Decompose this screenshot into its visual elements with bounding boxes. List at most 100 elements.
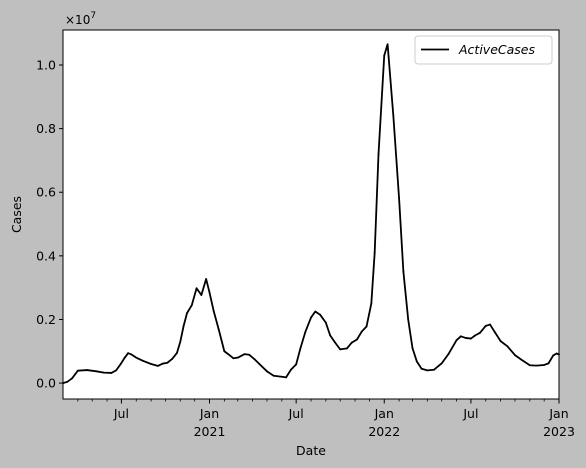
data-point	[373, 251, 376, 254]
data-point	[86, 369, 88, 371]
data-point	[217, 328, 220, 330]
data-point	[120, 362, 122, 365]
x-tick-label: Jul	[288, 406, 304, 421]
data-point	[71, 377, 73, 380]
x-tick-label: Jan	[199, 406, 219, 421]
data-point	[324, 321, 327, 324]
plot-area	[63, 30, 559, 399]
x-tick-year-label: 2022	[368, 424, 400, 439]
data-point	[280, 375, 283, 378]
data-point	[350, 341, 353, 344]
data-point	[319, 313, 321, 316]
data-point	[479, 331, 481, 334]
data-point	[182, 324, 185, 327]
data-point	[489, 323, 491, 326]
data-point	[455, 339, 458, 342]
data-point	[95, 370, 98, 373]
data-point	[76, 369, 79, 372]
x-tick-label: Jul	[113, 406, 129, 421]
x-axis-label: Date	[296, 443, 326, 458]
data-point	[285, 376, 287, 379]
data-point	[499, 340, 502, 343]
data-point	[248, 353, 251, 356]
data-point	[329, 334, 332, 337]
data-point	[236, 356, 239, 359]
x-tick-year-label: 2021	[194, 424, 226, 439]
data-point	[186, 312, 188, 315]
data-point	[459, 335, 462, 338]
y-axis-label: Cases	[9, 196, 24, 233]
data-point	[176, 351, 178, 354]
data-point	[227, 353, 230, 356]
data-point	[377, 153, 380, 155]
data-point	[346, 347, 348, 350]
data-point	[339, 348, 342, 351]
data-point	[299, 347, 302, 349]
data-point	[535, 364, 538, 367]
series-layer	[62, 43, 560, 384]
data-point	[166, 361, 169, 364]
x-tick-label: Jan	[548, 406, 568, 421]
data-point	[555, 352, 558, 355]
data-point	[161, 362, 164, 365]
x-tick-label: Jan	[374, 406, 394, 421]
data-point	[474, 334, 477, 337]
data-point	[135, 356, 138, 359]
data-point	[420, 367, 423, 370]
data-point	[464, 337, 467, 339]
data-point	[484, 324, 487, 327]
data-point	[232, 357, 235, 360]
data-point	[243, 353, 246, 356]
data-point	[398, 197, 400, 200]
data-point	[102, 371, 105, 374]
data-point	[383, 54, 386, 57]
legend-label: ActiveCases	[458, 42, 535, 57]
y-tick-label: 1.0	[36, 57, 56, 72]
data-point	[402, 270, 405, 273]
data-point	[407, 318, 410, 321]
data-point	[130, 353, 133, 356]
data-point	[223, 350, 226, 353]
data-point	[543, 364, 546, 366]
data-point	[266, 370, 268, 373]
y-tick-label: 0.2	[36, 312, 56, 327]
data-point	[356, 338, 358, 341]
x-axis: Jul Jan 2021 Jul Jan 2022 Jul Jan 2023	[77, 399, 575, 439]
data-point	[150, 363, 152, 365]
y-tick-label: 0.6	[36, 185, 56, 200]
data-point	[253, 358, 256, 361]
data-point	[447, 353, 450, 356]
data-point	[205, 278, 208, 280]
data-point	[433, 368, 435, 371]
x-tick-label: Jul	[462, 406, 478, 421]
data-point	[314, 310, 317, 313]
data-point	[156, 365, 159, 367]
y-axis: 0.0 0.2 0.4 0.6 0.8 1.0	[36, 57, 63, 391]
y-tick-label: 0.0	[36, 376, 56, 391]
data-point	[440, 362, 443, 365]
data-point	[66, 380, 69, 383]
data-point	[179, 340, 182, 343]
data-point	[547, 362, 550, 365]
x-tick-year-label: 2023	[543, 424, 575, 439]
data-point	[365, 325, 368, 328]
data-point	[411, 347, 414, 349]
data-point	[370, 302, 373, 305]
data-point	[426, 369, 429, 372]
data-point	[289, 368, 292, 371]
data-point	[386, 43, 389, 46]
data-point	[392, 114, 395, 117]
data-point	[123, 356, 126, 359]
data-point	[171, 358, 174, 360]
data-point	[195, 287, 198, 290]
legend: ActiveCases	[414, 35, 553, 65]
data-point	[415, 360, 418, 363]
data-point	[528, 364, 531, 367]
data-point	[470, 337, 472, 340]
data-point	[142, 359, 144, 362]
legend-box	[414, 35, 553, 65]
data-point	[212, 310, 215, 313]
y-tick-label: 0.8	[36, 121, 56, 136]
data-point	[190, 304, 193, 307]
